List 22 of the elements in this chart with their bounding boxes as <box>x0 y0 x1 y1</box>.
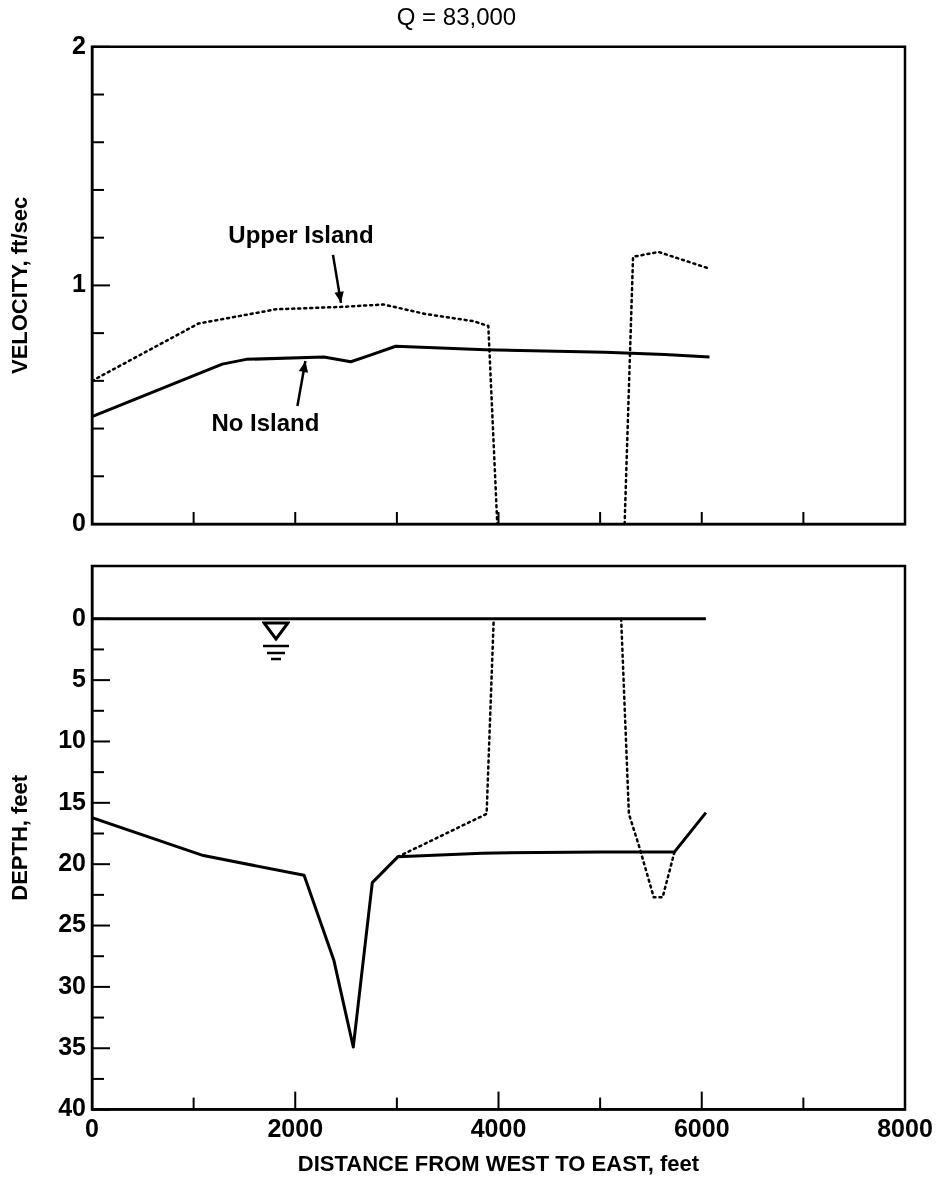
x-tick-label: 6000 <box>673 1114 730 1143</box>
annotation: No Island <box>211 408 320 436</box>
x-tick-label: 8000 <box>877 1114 933 1143</box>
y-tick-label: 1 <box>72 269 87 298</box>
y-tick-label: 5 <box>72 664 87 693</box>
y-tick-label: 2 <box>72 30 86 59</box>
y-axis-title: VELOCITY, ft/sec <box>7 196 33 375</box>
y-axis-title: DEPTH, feet <box>7 774 33 901</box>
y-tick-label: 30 <box>58 970 86 999</box>
x-tick-label: 4000 <box>470 1114 527 1143</box>
x-tick-label: 2000 <box>267 1114 324 1143</box>
y-tick-label: 10 <box>58 725 86 754</box>
y-tick-label: 35 <box>58 1032 87 1061</box>
annotation: Upper Island <box>228 221 374 249</box>
y-tick-label: 25 <box>58 909 87 938</box>
y-tick-label: 20 <box>58 848 86 877</box>
x-axis-title: DISTANCE FROM WEST TO EAST, feet <box>297 1150 700 1176</box>
y-tick-label: 15 <box>58 786 87 815</box>
y-tick-label: 0 <box>72 507 86 536</box>
y-tick-label: 0 <box>72 602 86 631</box>
y-tick-label: 40 <box>58 1093 86 1122</box>
chart-title: Q = 83,000 <box>396 3 517 31</box>
